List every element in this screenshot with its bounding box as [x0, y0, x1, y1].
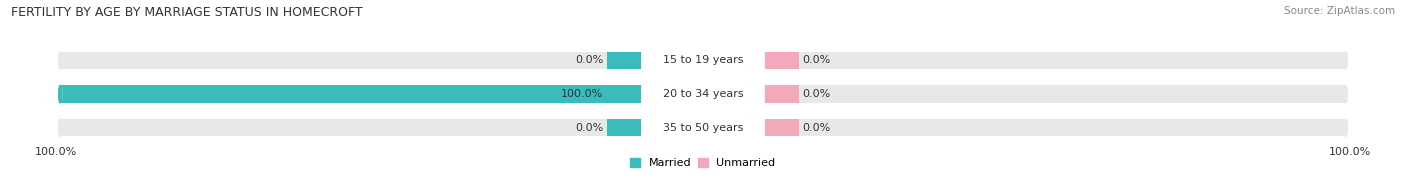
Bar	[606, 85, 643, 103]
Bar	[60, 119, 643, 136]
Bar	[763, 52, 1346, 69]
Text: 100.0%: 100.0%	[1329, 147, 1371, 157]
Bar	[763, 119, 1346, 136]
Circle shape	[1344, 85, 1347, 103]
Circle shape	[59, 85, 62, 103]
Bar	[763, 52, 800, 69]
FancyBboxPatch shape	[641, 85, 765, 103]
Circle shape	[59, 119, 62, 136]
Bar	[763, 119, 800, 136]
Text: 0.0%: 0.0%	[803, 89, 831, 99]
Legend: Married, Unmarried: Married, Unmarried	[630, 158, 776, 169]
Bar	[606, 52, 643, 69]
Circle shape	[59, 85, 62, 103]
Circle shape	[1344, 52, 1347, 69]
Bar	[60, 85, 606, 103]
Text: 100.0%: 100.0%	[561, 89, 603, 99]
Circle shape	[1344, 119, 1347, 136]
Text: 0.0%: 0.0%	[803, 55, 831, 65]
Bar	[606, 119, 643, 136]
Text: 35 to 50 years: 35 to 50 years	[662, 123, 744, 133]
Bar	[60, 85, 643, 103]
Bar	[60, 52, 643, 69]
Text: Source: ZipAtlas.com: Source: ZipAtlas.com	[1284, 6, 1395, 16]
Text: 0.0%: 0.0%	[803, 123, 831, 133]
FancyBboxPatch shape	[641, 51, 765, 70]
FancyBboxPatch shape	[641, 119, 765, 137]
Text: FERTILITY BY AGE BY MARRIAGE STATUS IN HOMECROFT: FERTILITY BY AGE BY MARRIAGE STATUS IN H…	[11, 6, 363, 19]
Bar	[763, 85, 800, 103]
Text: 15 to 19 years: 15 to 19 years	[662, 55, 744, 65]
Text: 100.0%: 100.0%	[35, 147, 77, 157]
Text: 20 to 34 years: 20 to 34 years	[662, 89, 744, 99]
Text: 0.0%: 0.0%	[575, 55, 603, 65]
Text: 0.0%: 0.0%	[575, 123, 603, 133]
Circle shape	[59, 52, 62, 69]
Bar	[763, 85, 1346, 103]
